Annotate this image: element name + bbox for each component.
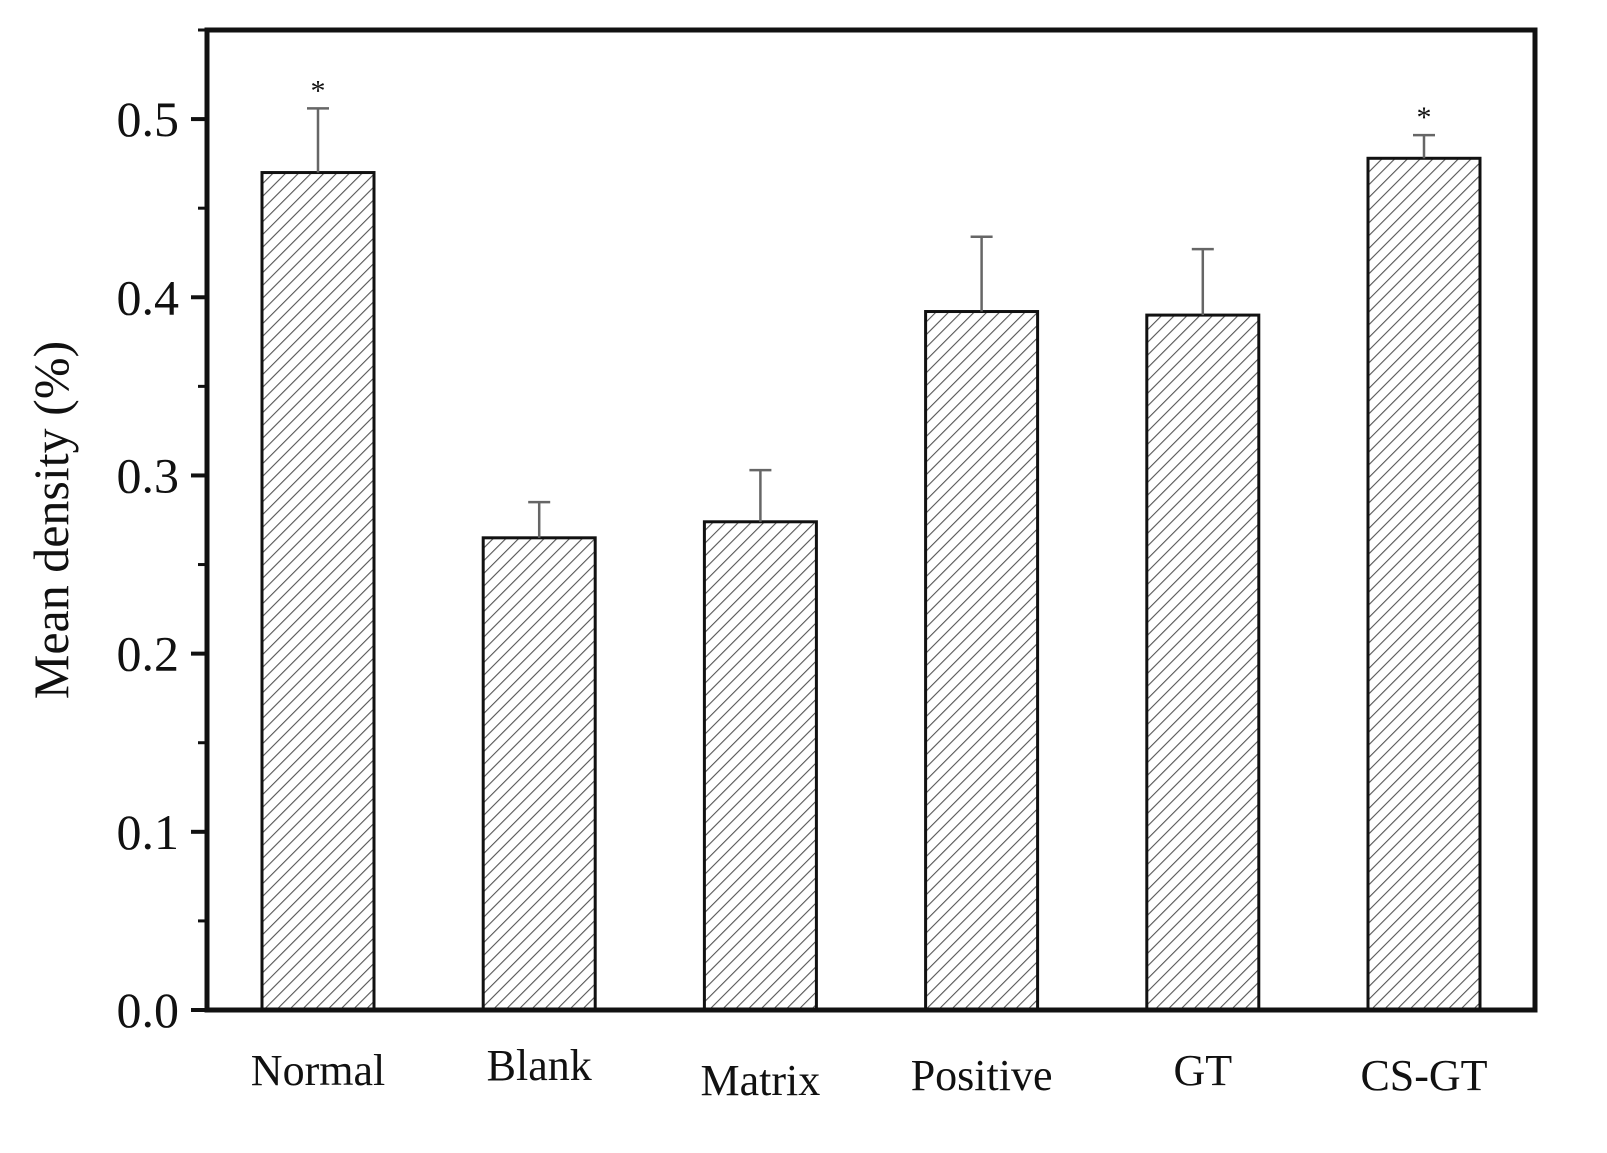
x-tick-label-blank: Blank [487, 1041, 592, 1090]
bars-layer [260, 156, 1482, 1012]
error-bar-cs-gt [1413, 133, 1435, 159]
y-axis-ticks: 0.0 0.1 0.2 0.3 0.4 0.5 [117, 28, 207, 1038]
significance-marker-cs-gt: * [1417, 101, 1432, 134]
x-tick-label-positive: Positive [911, 1051, 1053, 1100]
error-bar-gt [1191, 247, 1214, 316]
error-bar-blank [528, 500, 551, 538]
bar-cs-gt [1366, 156, 1482, 1012]
x-tick-label-normal: Normal [251, 1046, 385, 1095]
error-bar-positive [970, 235, 993, 312]
y-axis-label: Mean density (%) [23, 341, 79, 699]
bar-positive [924, 310, 1040, 1012]
y-tick-label: 0.5 [117, 91, 180, 147]
bar-blank [481, 536, 597, 1012]
bar-normal [260, 171, 376, 1012]
significance-marker-normal: * [311, 74, 326, 107]
bar-gt [1145, 313, 1261, 1012]
significance-layer: ** [311, 74, 1432, 134]
y-tick-label: 0.1 [117, 804, 180, 860]
x-tick-label-gt: GT [1173, 1046, 1232, 1095]
x-tick-label-matrix: Matrix [701, 1056, 821, 1105]
bar-matrix [702, 520, 818, 1012]
y-tick-label: 0.0 [117, 982, 180, 1038]
y-tick-label: 0.2 [117, 626, 180, 682]
x-axis-labels: Normal Blank Matrix Positive GT CS-GT [251, 1041, 1488, 1105]
y-tick-label: 0.3 [117, 447, 180, 503]
error-bar-normal [307, 107, 329, 173]
error-bar-matrix [749, 468, 772, 522]
y-tick-label: 0.4 [117, 269, 180, 325]
plot-frame [204, 27, 1538, 1013]
x-tick-label-cs-gt: CS-GT [1360, 1051, 1487, 1100]
error-bars-layer [307, 107, 1435, 538]
